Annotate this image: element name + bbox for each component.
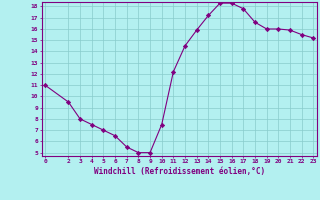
- X-axis label: Windchill (Refroidissement éolien,°C): Windchill (Refroidissement éolien,°C): [94, 167, 265, 176]
